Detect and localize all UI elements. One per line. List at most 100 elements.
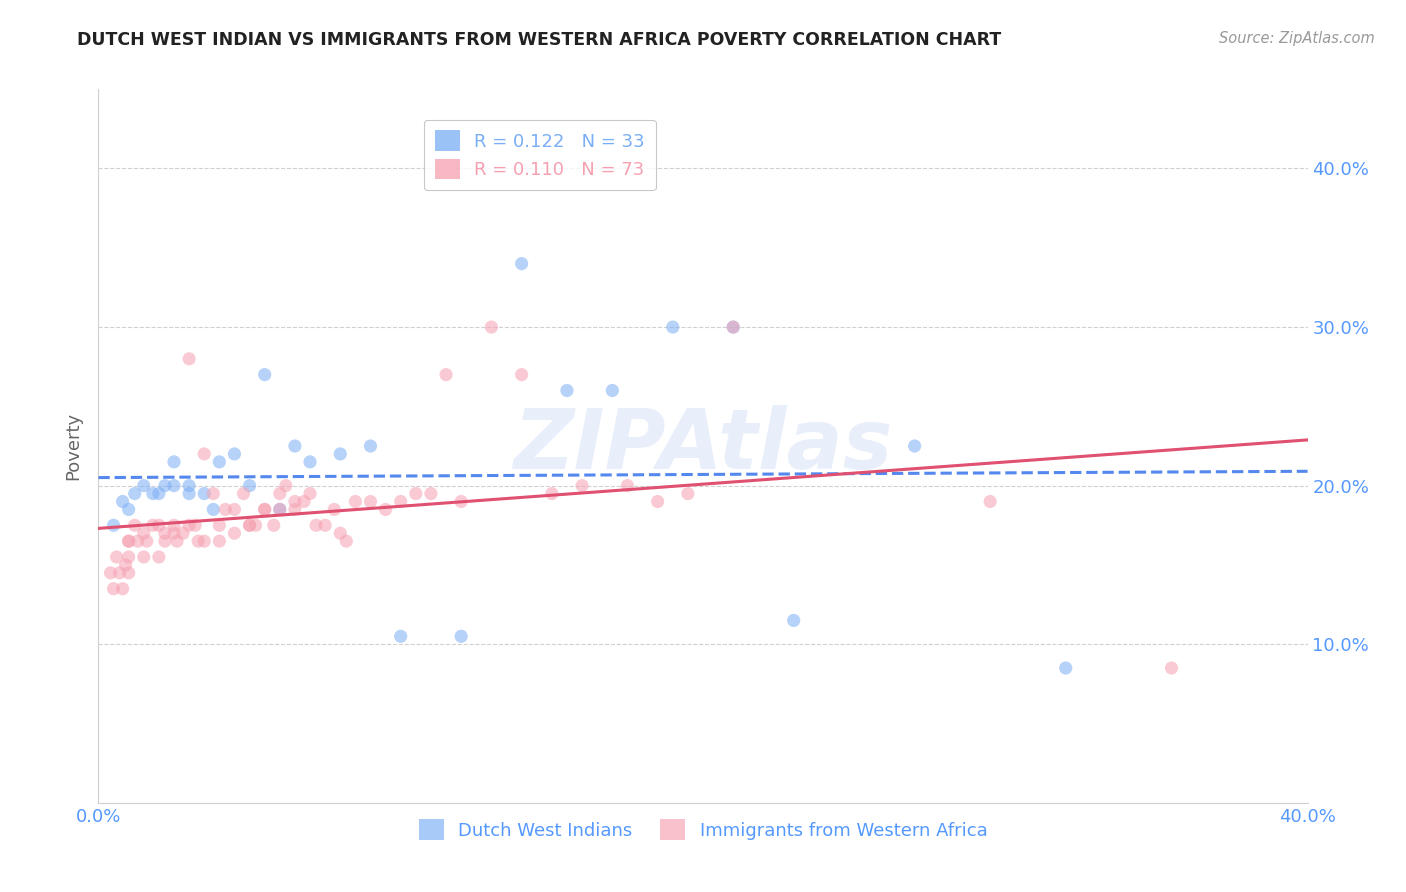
Point xyxy=(540,486,562,500)
Point xyxy=(329,526,352,541)
Point xyxy=(571,478,593,492)
Point xyxy=(450,629,472,643)
Point xyxy=(555,384,578,398)
Point xyxy=(172,526,194,541)
Point xyxy=(299,486,322,500)
Point xyxy=(184,518,207,533)
Point xyxy=(163,478,186,492)
Point xyxy=(163,455,186,469)
Point xyxy=(193,486,215,500)
Point xyxy=(253,502,276,516)
Point xyxy=(239,518,262,533)
Point xyxy=(374,502,396,516)
Text: DUTCH WEST INDIAN VS IMMIGRANTS FROM WESTERN AFRICA POVERTY CORRELATION CHART: DUTCH WEST INDIAN VS IMMIGRANTS FROM WES… xyxy=(77,31,1001,49)
Point xyxy=(481,320,503,334)
Point xyxy=(132,526,155,541)
Point xyxy=(389,629,412,643)
Point xyxy=(153,478,176,492)
Point xyxy=(132,478,155,492)
Point xyxy=(127,534,149,549)
Point xyxy=(103,518,125,533)
Point xyxy=(224,447,246,461)
Point xyxy=(118,502,141,516)
Point xyxy=(723,320,745,334)
Point xyxy=(292,494,315,508)
Point xyxy=(148,518,170,533)
Point xyxy=(100,566,122,580)
Y-axis label: Poverty: Poverty xyxy=(65,412,83,480)
Point xyxy=(510,257,533,271)
Point xyxy=(193,534,215,549)
Point xyxy=(783,614,806,628)
Point xyxy=(305,518,328,533)
Text: Source: ZipAtlas.com: Source: ZipAtlas.com xyxy=(1219,31,1375,46)
Point xyxy=(239,518,262,533)
Point xyxy=(344,494,367,508)
Point xyxy=(299,455,322,469)
Point xyxy=(202,486,225,500)
Point xyxy=(193,447,215,461)
Point xyxy=(284,439,307,453)
Point xyxy=(647,494,669,508)
Point xyxy=(118,549,141,564)
Point xyxy=(142,486,165,500)
Point xyxy=(148,549,170,564)
Point xyxy=(329,447,352,461)
Point xyxy=(135,534,157,549)
Point xyxy=(360,439,382,453)
Point xyxy=(103,582,125,596)
Point xyxy=(269,502,291,516)
Point xyxy=(187,534,209,549)
Point xyxy=(420,486,443,500)
Point xyxy=(1160,661,1182,675)
Point xyxy=(124,486,146,500)
Point xyxy=(602,384,624,398)
Point xyxy=(118,534,141,549)
Point xyxy=(108,566,131,580)
Point xyxy=(224,502,246,516)
Point xyxy=(118,534,141,549)
Point xyxy=(360,494,382,508)
Point xyxy=(434,368,457,382)
Point xyxy=(284,502,307,516)
Point xyxy=(208,534,231,549)
Point xyxy=(314,518,336,533)
Point xyxy=(274,478,297,492)
Point xyxy=(224,526,246,541)
Point xyxy=(253,368,276,382)
Point xyxy=(904,439,927,453)
Point xyxy=(179,478,201,492)
Point xyxy=(510,368,533,382)
Point xyxy=(132,549,155,564)
Point xyxy=(269,502,291,516)
Point xyxy=(166,534,188,549)
Point xyxy=(153,526,176,541)
Point xyxy=(284,494,307,508)
Point xyxy=(263,518,285,533)
Point xyxy=(202,502,225,516)
Point xyxy=(179,518,201,533)
Point xyxy=(142,518,165,533)
Point xyxy=(163,518,186,533)
Point xyxy=(676,486,699,500)
Point xyxy=(253,502,276,516)
Point xyxy=(723,320,745,334)
Point xyxy=(214,502,236,516)
Point xyxy=(208,518,231,533)
Point xyxy=(239,478,262,492)
Point xyxy=(153,534,176,549)
Point xyxy=(114,558,136,572)
Point xyxy=(245,518,267,533)
Point xyxy=(335,534,357,549)
Point xyxy=(979,494,1001,508)
Point xyxy=(208,455,231,469)
Point xyxy=(111,494,134,508)
Point xyxy=(269,486,291,500)
Point xyxy=(124,518,146,533)
Point xyxy=(450,494,472,508)
Point xyxy=(232,486,254,500)
Point xyxy=(179,486,201,500)
Point xyxy=(1054,661,1077,675)
Text: ZIPAtlas: ZIPAtlas xyxy=(513,406,893,486)
Point xyxy=(616,478,638,492)
